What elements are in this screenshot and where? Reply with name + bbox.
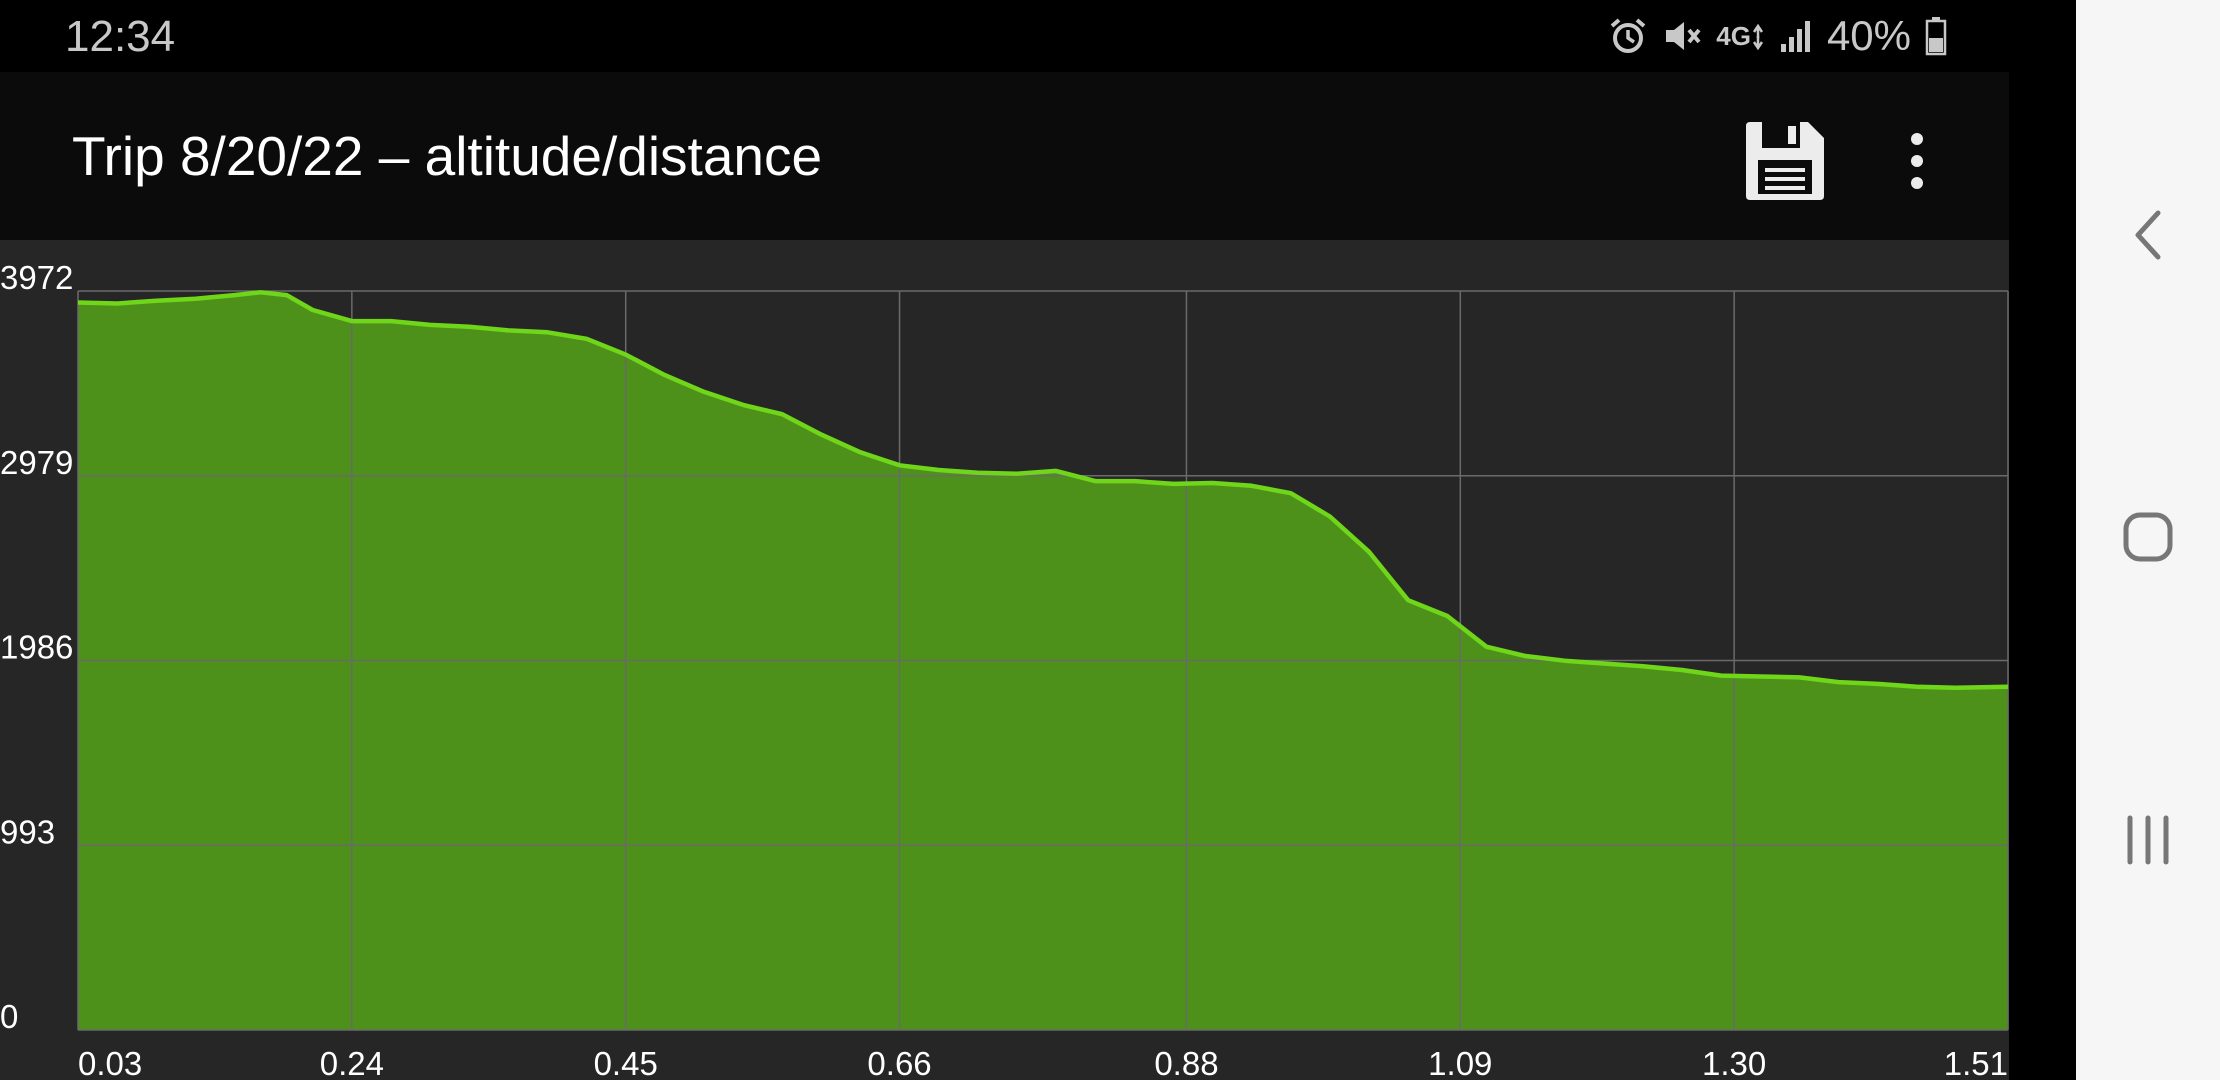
- y-tick-label: 993: [0, 813, 55, 850]
- app-screen: 12:34 4G 40% Trip 8/20/22 – altitude/dis…: [0, 0, 2009, 1080]
- x-tick-label: 0.45: [594, 1045, 658, 1080]
- network-4g-icon: 4G: [1716, 18, 1765, 54]
- save-icon: [1746, 122, 1824, 200]
- status-time: 12:34: [65, 12, 176, 61]
- y-tick-label: 0: [0, 998, 18, 1035]
- status-icons: 4G 40%: [1608, 12, 1947, 60]
- recents-icon: [2127, 815, 2169, 865]
- more-vert-icon: [1911, 133, 1923, 189]
- x-tick-label: 0.24: [320, 1045, 384, 1080]
- y-tick-label: 2979: [0, 444, 73, 481]
- battery-percent: 40%: [1826, 12, 1911, 59]
- page-title: Trip 8/20/22 – altitude/distance: [72, 125, 823, 187]
- x-tick-label: 1.09: [1428, 1045, 1492, 1080]
- home-icon: [2123, 512, 2173, 562]
- alarm-icon: [1608, 16, 1648, 56]
- x-tick-label: 1.30: [1702, 1045, 1766, 1080]
- back-button[interactable]: [2076, 175, 2220, 295]
- status-bar: 12:34 4G 40%: [0, 0, 2009, 72]
- y-tick-label: 1986: [0, 629, 73, 666]
- x-tick-label: 1.51: [1944, 1045, 2008, 1080]
- network-type-label: 4G: [1716, 20, 1751, 51]
- signal-icon: [1779, 18, 1813, 54]
- mute-icon: [1662, 16, 1702, 56]
- more-options-button[interactable]: [1895, 116, 1939, 206]
- altitude-chart[interactable]: 0 993 1986 2979 3972 0.03 0.24 0.45 0.66 0.88 1.09…: [0, 240, 2009, 1080]
- y-tick-label: 3972: [0, 259, 73, 296]
- navigation-bar: [2076, 0, 2220, 1080]
- x-tick-label: 0.66: [867, 1045, 931, 1080]
- altitude-line: [77, 290, 2009, 690]
- app-bar: Trip 8/20/22 – altitude/distance: [0, 72, 2009, 240]
- save-button[interactable]: [1740, 116, 1830, 206]
- x-tick-label: 0.88: [1154, 1045, 1218, 1080]
- recents-button[interactable]: [2076, 780, 2220, 900]
- battery-icon: [1925, 16, 1947, 56]
- x-tick-label: 0.03: [78, 1045, 142, 1080]
- back-icon: [2135, 210, 2161, 260]
- home-button[interactable]: [2076, 477, 2220, 597]
